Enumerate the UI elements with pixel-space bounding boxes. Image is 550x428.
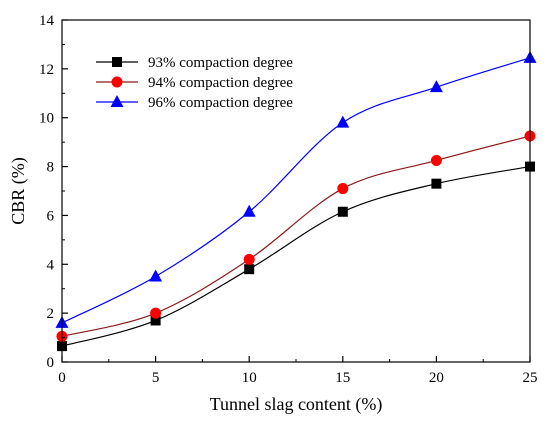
plot-frame <box>61 19 531 363</box>
legend-item: 94% compaction degree <box>96 75 293 91</box>
legend-label: 94% compaction degree <box>148 75 293 91</box>
y-axis-title: CBR (%) <box>8 157 29 225</box>
data-point <box>150 315 161 326</box>
y-tick-label: 6 <box>47 208 55 224</box>
series-2 <box>56 130 536 342</box>
y-tick-label: 8 <box>47 160 55 176</box>
series-line <box>61 165 531 347</box>
data-point <box>337 183 349 195</box>
legend-item: 93% compaction degree <box>96 55 293 71</box>
x-tick-label: 0 <box>58 370 66 386</box>
x-tick-label: 5 <box>152 370 160 386</box>
data-point <box>149 269 163 282</box>
legend-marker <box>112 57 122 67</box>
series-line <box>61 135 531 337</box>
data-point <box>242 204 256 217</box>
ticks-layer: 0 5 10 15 20 25 0 2 4 6 8 10 12 14 <box>39 13 538 386</box>
legend-item: 96% compaction degree <box>96 95 293 111</box>
y-tick-label: 0 <box>47 355 55 371</box>
data-point <box>337 206 348 217</box>
y-tick-label: 10 <box>39 111 54 127</box>
legend-label: 93% compaction degree <box>148 55 293 71</box>
data-point <box>429 80 443 93</box>
x-tick-label: 10 <box>242 370 257 386</box>
data-point <box>244 264 255 275</box>
series-line <box>61 57 531 324</box>
data-point <box>150 307 162 319</box>
data-point <box>336 115 350 128</box>
legend-label: 96% compaction degree <box>148 95 293 111</box>
x-tick-label: 15 <box>335 370 350 386</box>
y-tick-label: 4 <box>47 257 55 273</box>
data-point <box>431 178 442 189</box>
y-tick-label: 12 <box>39 62 54 78</box>
series-3 <box>55 50 537 328</box>
legend-marker <box>110 95 124 107</box>
data-point <box>243 253 255 265</box>
x-tick-label: 20 <box>429 370 444 386</box>
series-1 <box>57 161 535 352</box>
legend: 93% compaction degree 94% compaction degr… <box>96 55 293 111</box>
y-tick-label: 2 <box>47 306 55 322</box>
series-layer <box>55 50 537 352</box>
y-tick-label: 14 <box>39 13 55 29</box>
x-axis-title: Tunnel slag content (%) <box>210 394 383 415</box>
data-point <box>430 154 442 166</box>
x-tick-label: 25 <box>523 370 538 386</box>
legend-marker <box>111 76 123 88</box>
